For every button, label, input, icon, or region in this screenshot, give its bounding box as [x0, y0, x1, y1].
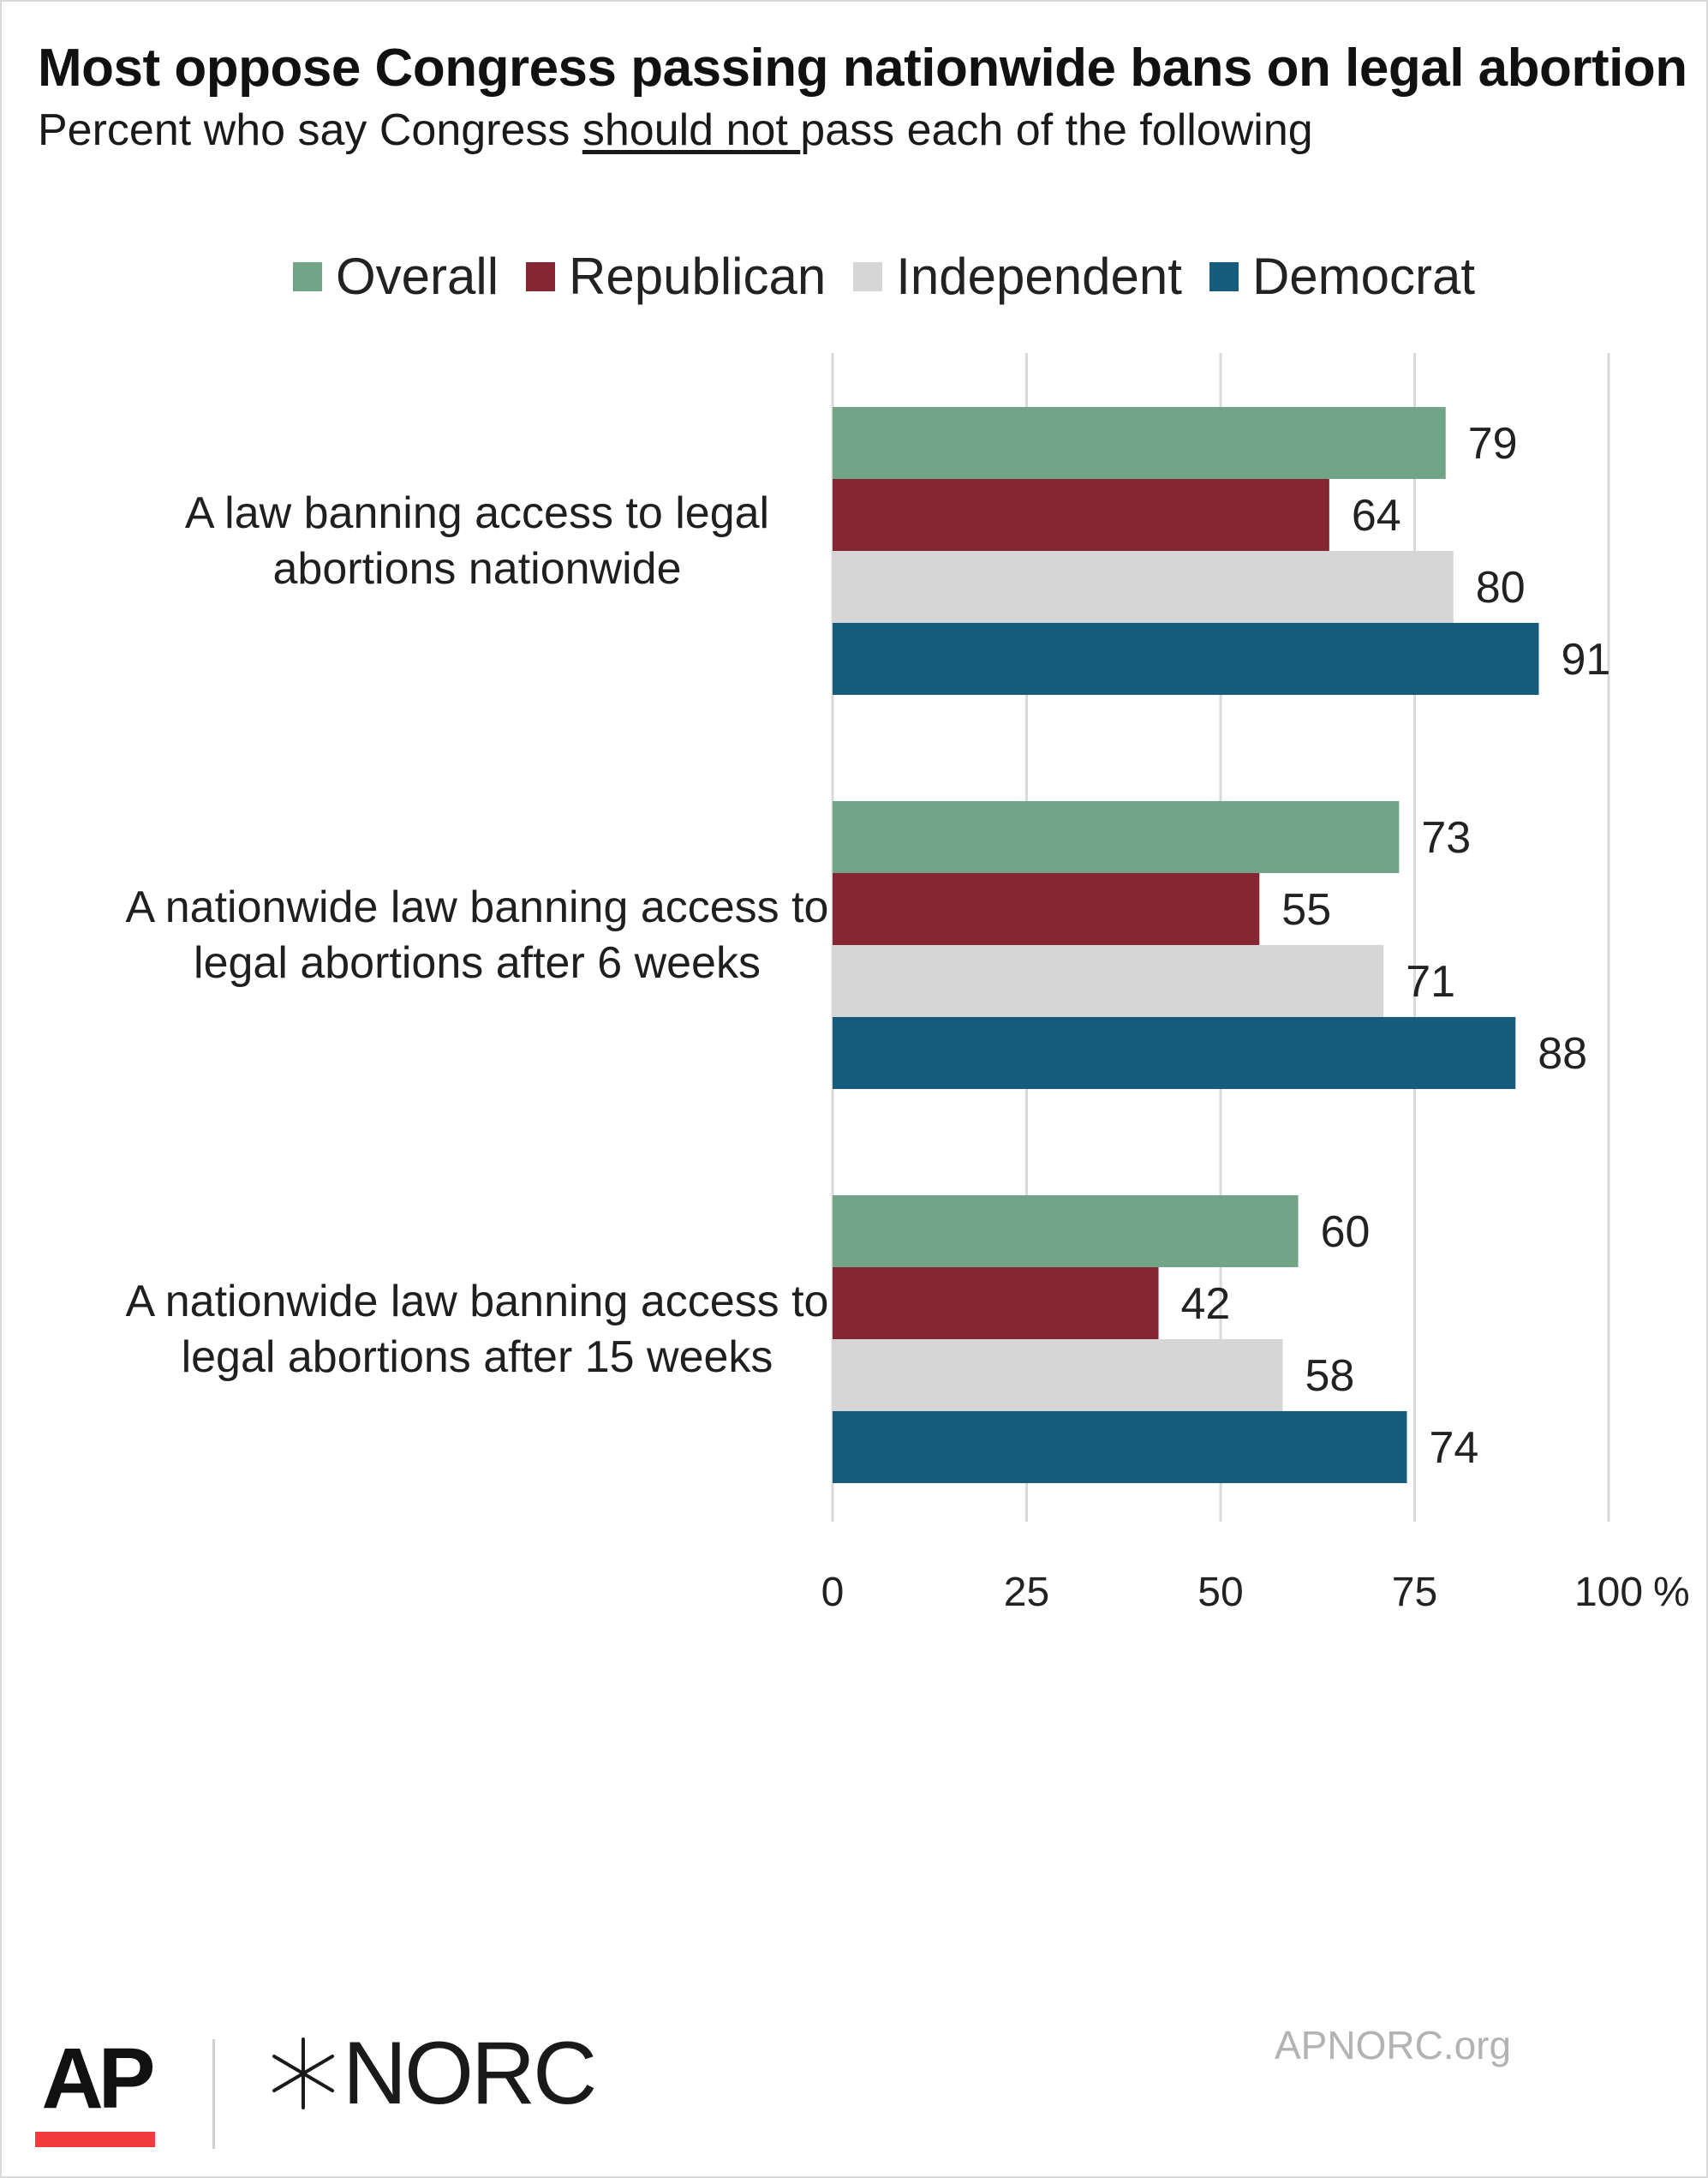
legend-label: Republican: [569, 248, 827, 305]
x-tick-label: 75: [1392, 1570, 1437, 1615]
data-label: 79: [1468, 419, 1518, 469]
legend-item-independent: Independent: [853, 247, 1182, 306]
bar-chart: 79 64 80 91 A law banning access to legal abo…: [126, 353, 1690, 1615]
category-label: legal abortions after 15 weeks: [182, 1332, 773, 1382]
category-label: abortions nationwide: [273, 544, 682, 594]
data-label: 88: [1538, 1029, 1587, 1079]
data-label: 55: [1281, 885, 1331, 935]
legend-item-democrat: Democrat: [1209, 247, 1475, 306]
bar-republican: [833, 873, 1260, 945]
site-url[interactable]: APNORC.org: [1275, 2023, 1512, 2067]
bar-overall: [833, 407, 1446, 479]
data-label: 74: [1429, 1423, 1478, 1473]
logo-divider: [212, 2039, 215, 2149]
data-label: 91: [1561, 635, 1610, 685]
legend: Overall Republican Independent Democrat: [0, 247, 1708, 306]
bar-independent: [833, 551, 1454, 623]
category-label: A law banning access to legal: [185, 488, 769, 538]
subtitle-underlined-text: should not: [582, 105, 801, 155]
bar-democrat: [833, 1411, 1407, 1483]
bar-overall: [833, 801, 1400, 873]
chart-subtitle: Percent who say Congress should not pass…: [38, 105, 1313, 156]
category-label: legal abortions after 6 weeks: [194, 938, 761, 988]
subtitle-text-after: pass each of the following: [800, 105, 1313, 155]
norc-logo: NORC: [266, 2024, 597, 2123]
legend-label: Independent: [896, 248, 1182, 305]
bar-republican: [833, 479, 1329, 551]
data-label: 73: [1421, 813, 1471, 863]
category-label: A nationwide law banning access to: [126, 1277, 829, 1326]
legend-swatch-independent: [853, 261, 883, 291]
x-tick-label: 50: [1197, 1570, 1243, 1615]
bar-overall: [833, 1195, 1299, 1267]
data-label: 42: [1181, 1279, 1231, 1329]
bar-independent: [833, 1339, 1283, 1411]
ap-logo: AP: [34, 2031, 163, 2163]
x-tick-label: 0: [821, 1570, 845, 1615]
legend-swatch-overall: [292, 261, 322, 291]
x-tick-label: 100: [1574, 1570, 1643, 1615]
legend-swatch-democrat: [1209, 261, 1239, 291]
legend-item-republican: Republican: [526, 247, 826, 306]
x-axis-unit: %: [1653, 1570, 1690, 1615]
subtitle-text-before: Percent who say Congress: [38, 105, 582, 155]
ap-logo-text: AP: [42, 2031, 153, 2127]
bar-republican: [833, 1267, 1159, 1339]
legend-label: Overall: [335, 248, 499, 305]
bar-independent: [833, 945, 1384, 1017]
norc-star-icon: [272, 2037, 334, 2109]
legend-swatch-republican: [526, 261, 556, 291]
chart-title: Most oppose Congress passing nationwide …: [38, 39, 1687, 98]
data-label: 64: [1352, 491, 1401, 541]
ap-logo-red-bar: [35, 2132, 155, 2147]
data-label: 80: [1476, 563, 1526, 613]
legend-label: Democrat: [1251, 248, 1476, 305]
legend-item-overall: Overall: [292, 247, 499, 306]
data-label: 60: [1321, 1207, 1371, 1257]
data-label: 58: [1305, 1351, 1354, 1401]
data-label: 71: [1406, 957, 1455, 1007]
x-tick-label: 25: [1004, 1570, 1049, 1615]
bar-democrat: [833, 623, 1539, 695]
bar-democrat: [833, 1017, 1516, 1089]
norc-logo-text: NORC: [343, 2024, 597, 2123]
category-label: A nationwide law banning access to: [126, 883, 829, 932]
